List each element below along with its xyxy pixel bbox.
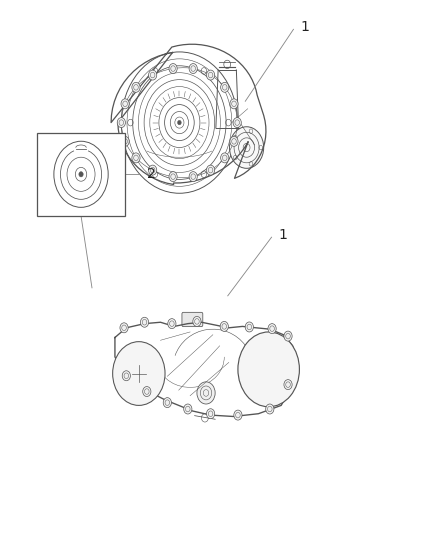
Circle shape [206, 409, 215, 419]
Circle shape [148, 70, 157, 80]
Circle shape [206, 165, 215, 175]
Circle shape [220, 321, 228, 332]
Circle shape [238, 332, 300, 407]
Circle shape [234, 410, 242, 420]
Circle shape [230, 127, 264, 168]
Circle shape [230, 136, 238, 147]
Circle shape [120, 323, 128, 333]
Text: 2: 2 [147, 167, 155, 181]
Text: 1: 1 [300, 20, 309, 34]
Circle shape [266, 404, 274, 414]
Circle shape [169, 172, 177, 182]
Circle shape [230, 99, 238, 109]
Circle shape [206, 70, 215, 80]
Circle shape [284, 331, 292, 341]
Circle shape [168, 319, 176, 329]
Circle shape [122, 371, 131, 381]
Circle shape [163, 398, 171, 408]
Circle shape [148, 165, 157, 175]
Circle shape [221, 82, 229, 92]
Circle shape [121, 136, 129, 147]
Circle shape [233, 118, 241, 127]
Circle shape [245, 322, 254, 332]
Circle shape [141, 317, 148, 327]
Circle shape [79, 172, 83, 177]
Circle shape [143, 386, 151, 397]
Circle shape [221, 153, 229, 163]
Circle shape [193, 317, 201, 326]
Circle shape [189, 172, 197, 182]
Circle shape [184, 404, 192, 414]
Circle shape [189, 63, 197, 74]
Circle shape [169, 63, 177, 74]
Circle shape [117, 118, 125, 127]
Bar [37, 133, 125, 216]
FancyBboxPatch shape [182, 312, 203, 327]
Circle shape [113, 342, 165, 406]
Circle shape [132, 153, 140, 163]
Circle shape [177, 120, 181, 125]
Circle shape [284, 379, 292, 390]
Circle shape [132, 82, 140, 92]
Circle shape [268, 324, 276, 334]
Text: 1: 1 [278, 228, 287, 241]
Circle shape [121, 99, 129, 109]
Circle shape [197, 382, 215, 404]
